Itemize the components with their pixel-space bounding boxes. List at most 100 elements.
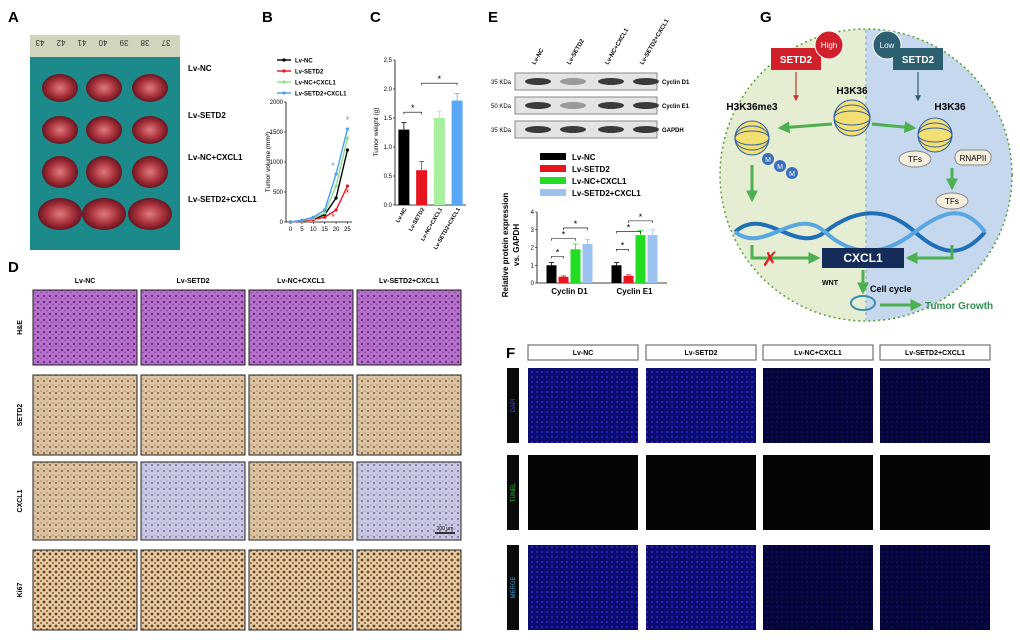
lane-label: Lv-NC (532, 47, 546, 66)
row-label: DAPI (511, 398, 517, 412)
column-header: Lv-SETD2+CXCL1 (379, 278, 439, 285)
histology-image (32, 374, 138, 456)
column-header: Lv-SETD2 (684, 350, 717, 357)
legend-swatch (540, 189, 566, 196)
size-label: 35 KDa (491, 80, 512, 86)
tumor (132, 156, 168, 188)
fluorescence-image (528, 368, 638, 443)
size-label: 50 KDa (491, 104, 512, 110)
ruler-number: 40 (98, 38, 107, 47)
fluorescence-image (763, 455, 873, 530)
y-axis-label: Relative protein expression (501, 193, 510, 298)
x-tick-label: 0 (289, 227, 293, 233)
series-line (290, 128, 349, 223)
protein-label: Cyclin D1 (662, 80, 690, 86)
nucleosome (734, 120, 770, 156)
legend-marker (282, 80, 286, 84)
y-tick-label: 0 (280, 220, 284, 226)
label: H3K36me3 (726, 102, 778, 113)
label: Tumor Growth (925, 301, 993, 312)
tumor (82, 198, 126, 230)
bracket (421, 82, 458, 86)
band (598, 78, 624, 85)
legend-label: Lv-NC (572, 153, 596, 162)
x-tick-label: 20 (333, 227, 340, 233)
ruler-number: 38 (140, 38, 149, 47)
legend-swatch (540, 177, 566, 184)
histology-image (248, 461, 354, 541)
panel-letter: E (488, 9, 498, 26)
legend-label: Lv-SETD2+CXCL1 (572, 189, 641, 198)
y-tick-label: 0 (531, 281, 535, 287)
histology-image (248, 374, 354, 456)
fluorescence-image (528, 545, 638, 630)
y-tick-label: 1.0 (384, 145, 393, 151)
tumor (132, 116, 168, 144)
protein-label: Cyclin E1 (662, 104, 690, 110)
point (323, 215, 327, 219)
fluorescence-image (880, 368, 990, 443)
circle-outline (719, 28, 1013, 322)
panel-f: Lv-NC Lv-SETD2 Lv-NC+CXCL1 Lv-SETD2+CXCL1 DA… (507, 344, 991, 630)
fluorescence-image (646, 368, 756, 443)
bar (398, 129, 410, 205)
lane-label: Lv-SETD2+CXCL1 (640, 18, 671, 66)
panel-letter: G (760, 9, 772, 26)
histology-image (140, 461, 246, 541)
y-tick-label: 0.0 (384, 203, 393, 209)
y-tick-label: 1000 (270, 160, 284, 166)
significance: * (331, 161, 335, 171)
column-header: Lv-NC (75, 278, 96, 285)
label: TFs (945, 197, 959, 206)
histology-image (356, 549, 462, 631)
scale-label: 100 μm (437, 526, 454, 532)
band (525, 126, 551, 133)
column-header: Lv-NC+CXCL1 (794, 350, 842, 357)
point (300, 218, 304, 222)
histology-image (140, 549, 246, 631)
x-tick-label: Lv-NC (395, 207, 408, 224)
cycle-icon (850, 295, 876, 311)
legend-marker (282, 91, 286, 95)
y-axis-label: Tumor volume (mm³) (265, 132, 272, 192)
bracket (563, 227, 588, 230)
label: Cell cycle (870, 284, 912, 294)
tumor (42, 74, 78, 102)
x-tick-label: Cyclin D1 (551, 287, 588, 296)
bracket (628, 220, 653, 223)
fluorescence-image (763, 368, 873, 443)
column-header: Lv-SETD2+CXCL1 (905, 350, 965, 357)
point (334, 196, 338, 200)
significance: * (562, 230, 566, 240)
y-tick-label: 0.5 (384, 174, 393, 180)
panel-letter: F (506, 345, 515, 362)
row-label: Ki67 (17, 583, 24, 598)
significance: * (574, 219, 578, 229)
label: SETD2 (902, 55, 935, 66)
ruler-number: 42 (56, 38, 65, 47)
fluorescence-image (880, 545, 990, 630)
circle-half (866, 29, 1012, 321)
bracket (403, 111, 422, 115)
lane-label: Lv-NC+CXCL1 (605, 27, 631, 66)
legend-label: Lv-NC (295, 59, 313, 65)
mechanism-diagram: SETD2 High Low SETD2 H3K36 H3K36me3 H3K3… (719, 28, 1013, 322)
significance: * (627, 223, 631, 233)
lane-label: Lv-SETD2 (567, 38, 587, 66)
tfs (898, 150, 932, 168)
bar (623, 275, 634, 283)
nucleosome (917, 117, 953, 153)
point (323, 208, 327, 212)
y-tick-label: 2000 (270, 100, 284, 106)
row-label: CXCL1 (17, 489, 24, 512)
legend-label: Lv-SETD2+CXCL1 (295, 92, 347, 98)
ruler-number: 41 (77, 38, 86, 47)
histology-image (140, 374, 246, 456)
tfs (935, 192, 969, 210)
histology-image (248, 289, 354, 366)
row-strip (507, 545, 519, 630)
bar (611, 265, 622, 283)
point (288, 220, 293, 224)
significance: * (621, 240, 625, 250)
histology-image (32, 549, 138, 631)
